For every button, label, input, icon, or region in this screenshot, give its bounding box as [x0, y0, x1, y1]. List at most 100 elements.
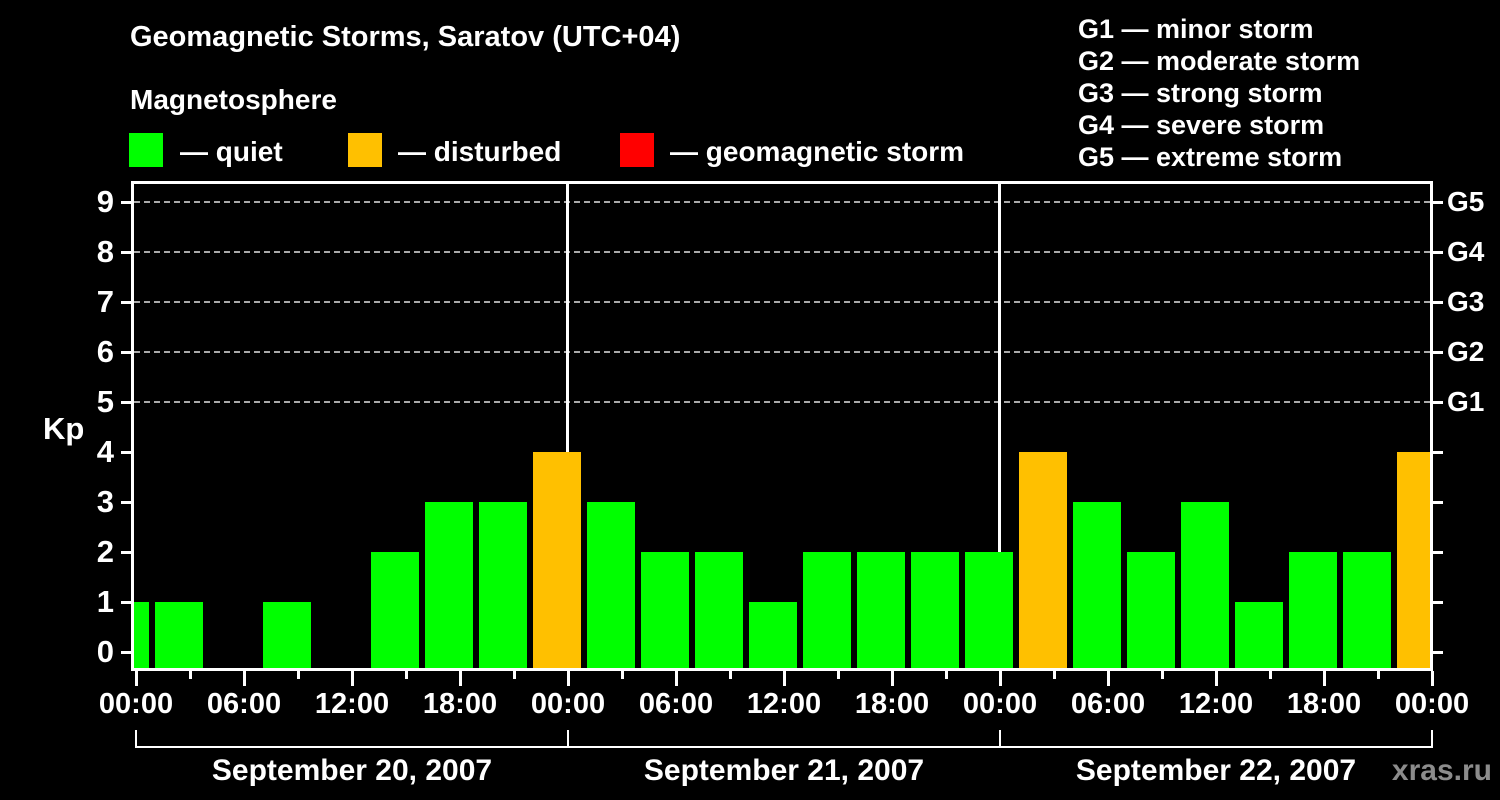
y-tick-label: 4 [96, 434, 114, 469]
right-tick [1430, 601, 1443, 604]
y-tick-label: 0 [96, 634, 114, 669]
y-tick [121, 351, 134, 354]
gridline [134, 201, 1430, 203]
x-tick-label: 00:00 [1394, 688, 1470, 720]
kp-bar [533, 452, 581, 668]
right-tick [1430, 351, 1443, 354]
x-tick-label: 06:00 [638, 688, 714, 720]
x-major-tick [243, 671, 246, 686]
right-tick [1430, 251, 1443, 254]
x-tick-label: 06:00 [1070, 688, 1146, 720]
date-label: September 22, 2007 [1075, 754, 1357, 787]
day-separator-line [998, 184, 1001, 668]
y-tick [121, 601, 134, 604]
chart-subtitle: Magnetosphere [130, 84, 337, 115]
g-scale-legend-line: G2 — moderate storm [1078, 46, 1361, 76]
kp-bar [641, 552, 689, 668]
x-minor-tick [1377, 671, 1380, 679]
x-major-tick [1431, 671, 1434, 686]
x-tick-label: 00:00 [530, 688, 606, 720]
kp-bar [1343, 552, 1391, 668]
x-major-tick [567, 671, 570, 686]
x-tick-label: 18:00 [854, 688, 930, 720]
x-tick-label: 18:00 [1286, 688, 1362, 720]
right-tick [1430, 401, 1443, 404]
x-minor-tick [621, 671, 624, 679]
g-level-label: G5 [1447, 186, 1485, 217]
y-tick [121, 651, 134, 654]
y-tick-label: 1 [96, 584, 114, 619]
right-tick [1430, 301, 1443, 304]
y-tick [121, 251, 134, 254]
kp-bar [1019, 452, 1067, 668]
x-major-tick [675, 671, 678, 686]
y-tick-label: 6 [96, 334, 114, 369]
x-minor-tick [1053, 671, 1056, 679]
right-tick [1430, 201, 1443, 204]
gridline [134, 301, 1430, 303]
y-tick-label: 5 [96, 384, 114, 419]
kp-bar [1397, 452, 1430, 668]
x-major-tick [1215, 671, 1218, 686]
y-tick-label: 7 [96, 284, 114, 319]
date-label: September 21, 2007 [643, 754, 925, 787]
y-tick [121, 501, 134, 504]
legend-label-storm: — geomagnetic storm [670, 136, 965, 167]
g-scale-legend: G1 — minor storm G2 — moderate storm G3 … [1078, 13, 1360, 173]
right-tick [1430, 451, 1443, 454]
kp-axis-label: Kp [43, 411, 85, 446]
g-scale-legend-line: G3 — strong storm [1078, 78, 1323, 108]
x-minor-tick [729, 671, 732, 679]
y-tick-label: 9 [96, 184, 114, 219]
kp-bar [1073, 502, 1121, 668]
x-major-tick [1107, 671, 1110, 686]
day-bracket-tick [567, 730, 569, 748]
x-major-tick [1323, 671, 1326, 686]
g-scale-legend-line: G5 — extreme storm [1078, 142, 1343, 172]
x-tick-label: 12:00 [314, 688, 390, 720]
right-tick [1430, 501, 1443, 504]
day-bracket-tick [999, 730, 1001, 748]
date-label: September 20, 2007 [211, 754, 493, 787]
x-minor-tick [837, 671, 840, 679]
x-minor-tick [189, 671, 192, 679]
chart-title: Geomagnetic Storms, Saratov (UTC+04) [130, 21, 681, 53]
y-tick-label: 8 [96, 234, 114, 269]
g-level-label: G3 [1447, 286, 1485, 317]
kp-bar [587, 502, 635, 668]
x-tick-label: 12:00 [746, 688, 822, 720]
y-tick [121, 551, 134, 554]
kp-bar [1289, 552, 1337, 668]
x-minor-tick [1269, 671, 1272, 679]
x-minor-tick [1161, 671, 1164, 679]
x-tick-label: 00:00 [98, 688, 174, 720]
day-bracket-tick [135, 730, 137, 748]
x-minor-tick [945, 671, 948, 679]
x-tick-label: 00:00 [962, 688, 1038, 720]
kp-bar [1127, 552, 1175, 668]
kp-bar [155, 602, 203, 668]
y-tick-label: 2 [96, 534, 114, 569]
x-major-tick [135, 671, 138, 686]
legend-swatch-storm [620, 133, 654, 167]
legend-swatch-quiet [129, 133, 163, 167]
x-major-tick [459, 671, 462, 686]
y-tick-label: 3 [96, 484, 114, 519]
gridline [134, 401, 1430, 403]
day-bracket-tick [1431, 730, 1433, 748]
x-major-tick [999, 671, 1002, 686]
x-tick-label: 18:00 [422, 688, 498, 720]
legend-swatch-disturbed [348, 133, 382, 167]
day-separator-line [566, 184, 569, 668]
g-level-label: G1 [1447, 386, 1485, 417]
right-tick [1430, 651, 1443, 654]
kp-bar [479, 502, 527, 668]
plot-inner [134, 184, 1430, 668]
kp-bar [371, 552, 419, 668]
kp-bar [134, 602, 149, 668]
y-tick [121, 301, 134, 304]
x-minor-tick [297, 671, 300, 679]
g-scale-legend-line: G1 — minor storm [1078, 14, 1314, 44]
kp-bar [749, 602, 797, 668]
